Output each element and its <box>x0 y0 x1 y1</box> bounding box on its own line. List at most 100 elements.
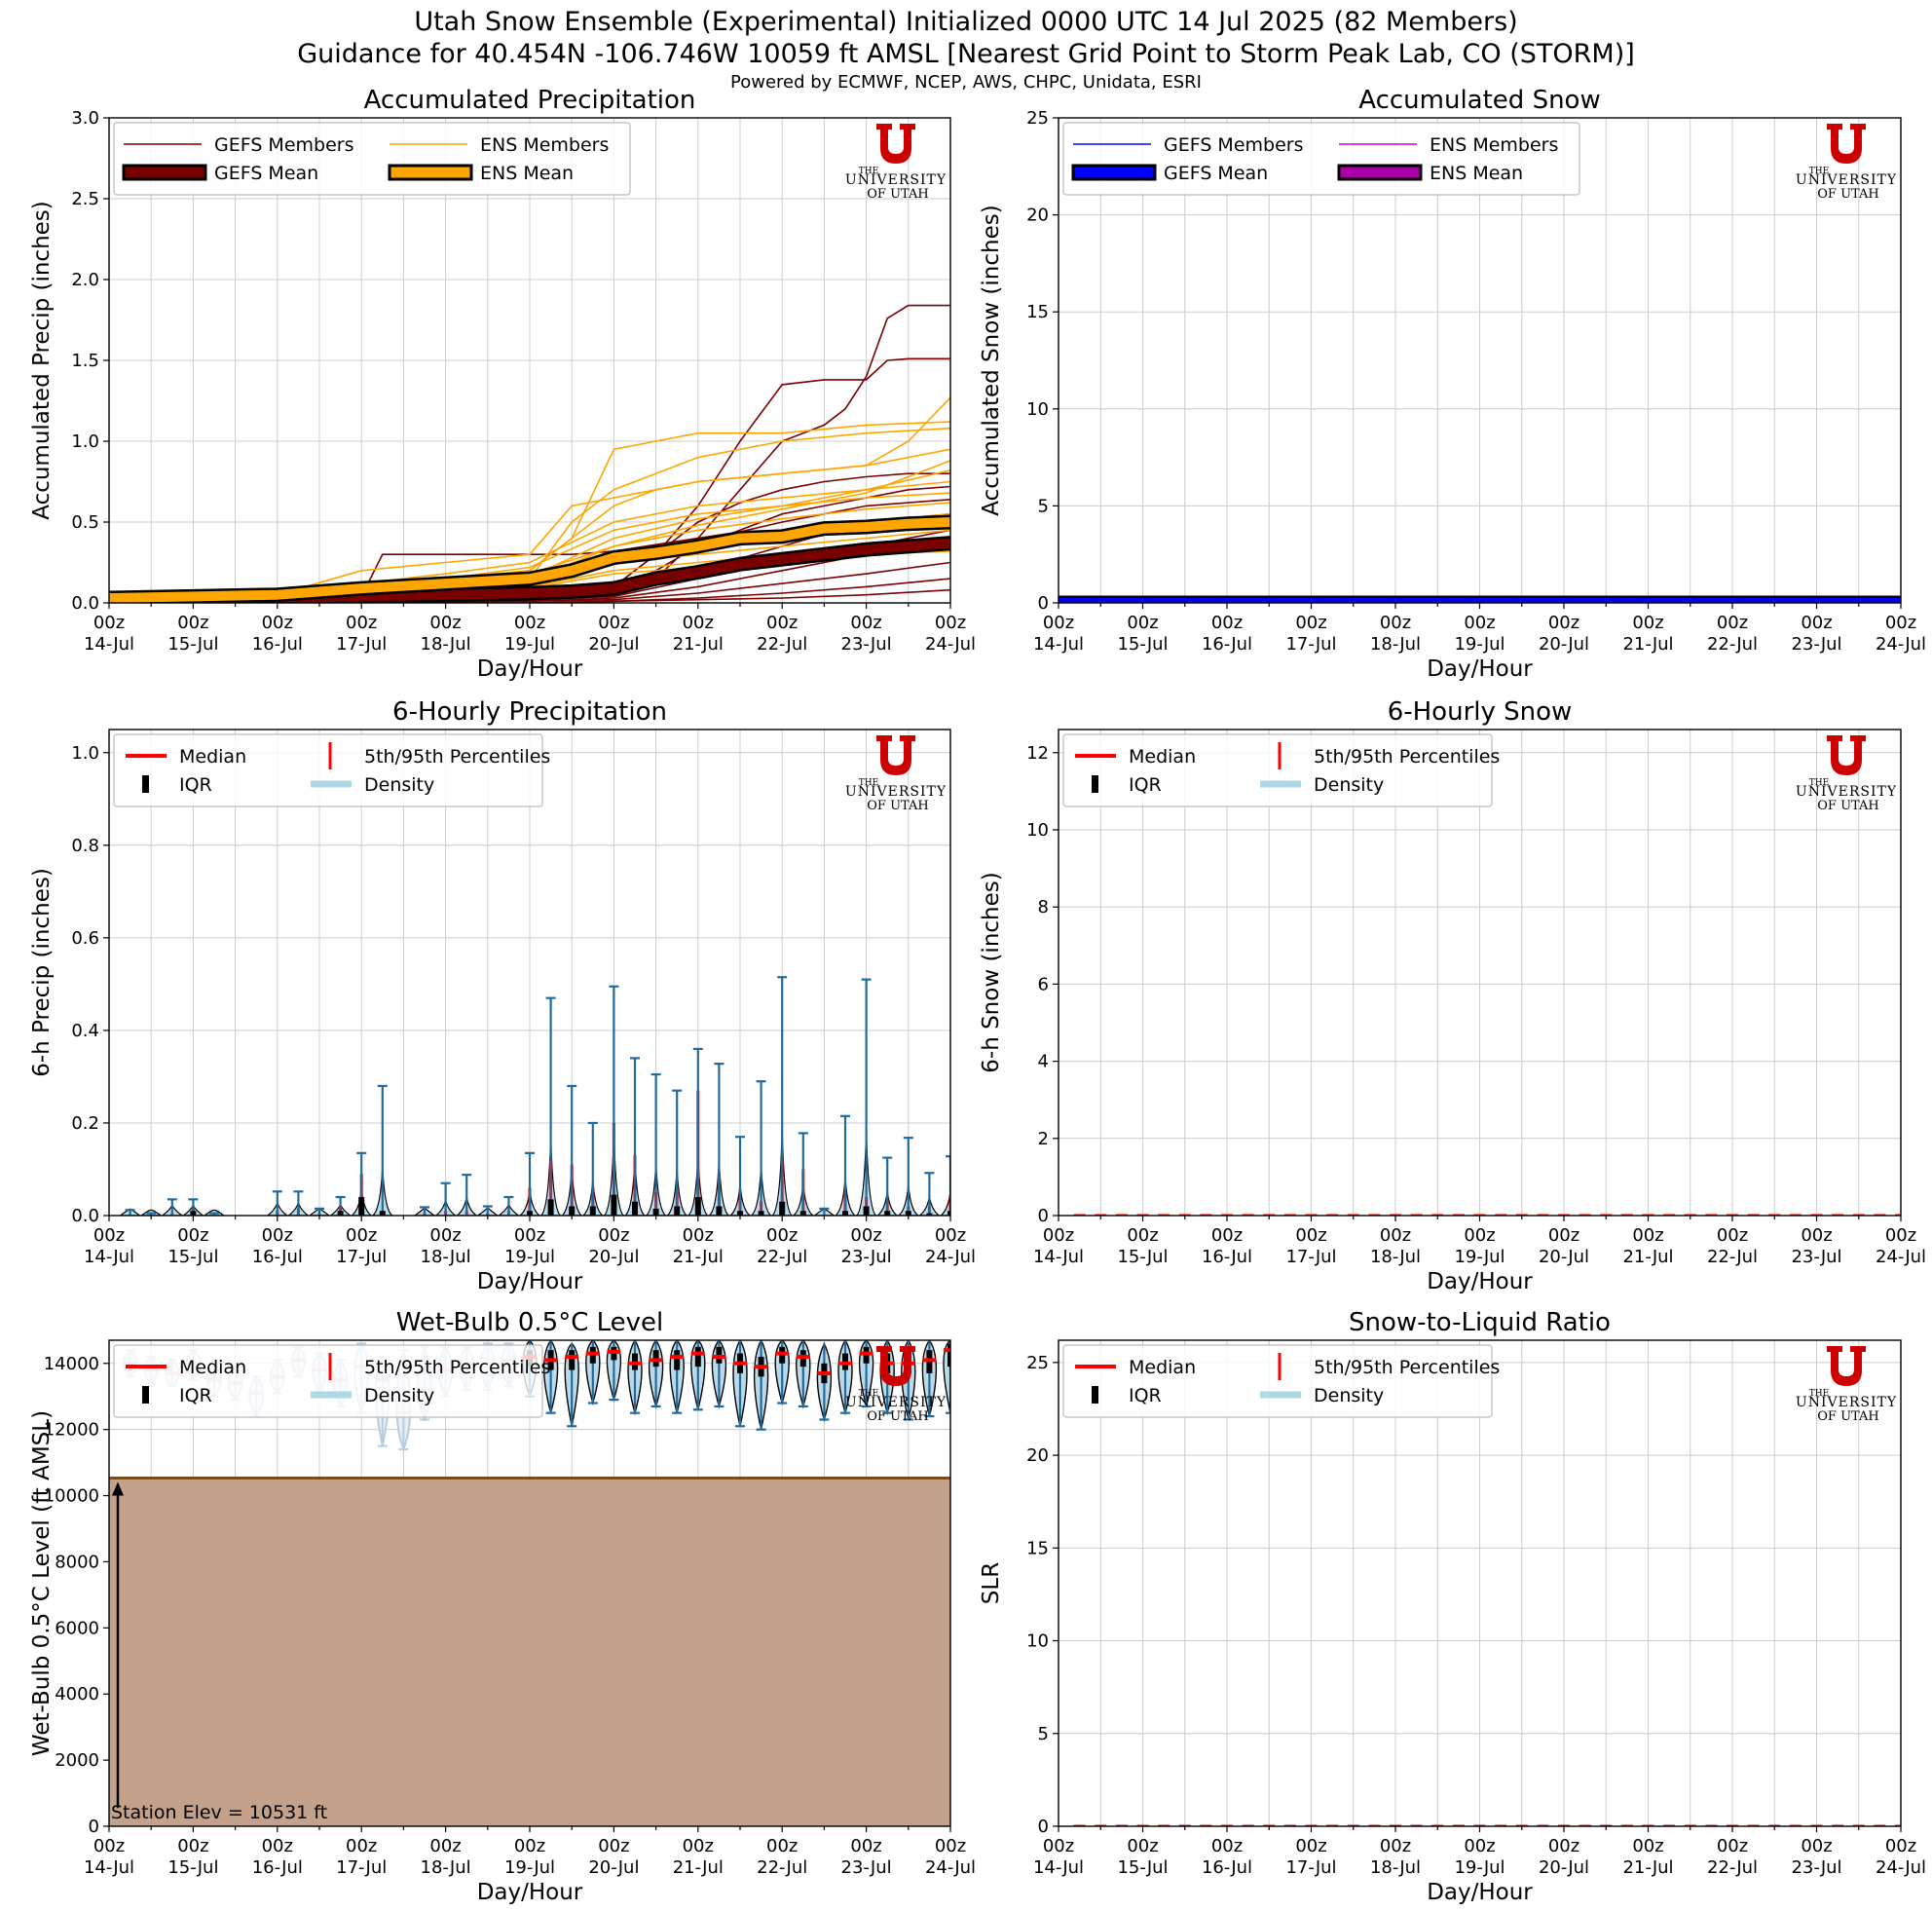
x-tick-label-date: 17-Jul <box>336 1857 387 1878</box>
iqr-box <box>547 1199 554 1216</box>
iqr-box <box>842 1211 848 1216</box>
x-tick-label-hour: 00z <box>1211 1836 1243 1856</box>
x-tick-label-hour: 00z <box>262 1836 293 1856</box>
legend-item: Median <box>1075 746 1196 768</box>
x-axis-label: Day/Hour <box>1427 1880 1533 1905</box>
y-tick-label: 14000 <box>44 1354 99 1374</box>
x-tick-label-hour: 00z <box>1295 1836 1326 1856</box>
violin <box>456 1174 478 1216</box>
panel-precip_6h: 0.00.20.40.60.81.000z14-Jul00z15-Jul00z1… <box>29 697 976 1294</box>
x-tick-label-hour: 00z <box>598 613 629 633</box>
x-tick-label-hour: 00z <box>346 1836 377 1856</box>
x-tick-label-date: 21-Jul <box>1622 1857 1673 1878</box>
y-tick-label: 6000 <box>55 1618 99 1638</box>
logo-the-text: THE <box>859 167 878 176</box>
x-tick-label-date: 23-Jul <box>1791 1857 1841 1878</box>
violin <box>351 1151 373 1216</box>
violin <box>732 1340 748 1428</box>
x-tick-label-hour: 00z <box>1127 1225 1158 1246</box>
violin <box>648 1340 664 1409</box>
y-tick-label: 2.5 <box>71 189 99 209</box>
legend-item: Density <box>311 774 434 796</box>
y-tick-label: 6 <box>1038 974 1049 994</box>
legend-label: IQR <box>179 774 212 796</box>
iqr-box <box>947 1211 950 1216</box>
violin <box>287 1190 310 1216</box>
data-layer <box>109 304 950 603</box>
x-tick-label-hour: 00z <box>177 1225 208 1246</box>
x-tick-label-date: 18-Jul <box>421 1247 471 1267</box>
violin <box>606 1340 622 1403</box>
legend-label: GEFS Mean <box>1164 163 1268 184</box>
iqr-box <box>779 1201 786 1216</box>
x-tick-label-hour: 00z <box>1043 613 1074 633</box>
violin <box>645 1072 667 1216</box>
legend-item: 5th/95th Percentiles <box>1278 1353 1500 1380</box>
legend-swatch-iqr <box>142 775 149 793</box>
university-of-utah-logo-icon <box>1827 1346 1866 1386</box>
x-tick-label-hour: 00z <box>1801 1836 1832 1856</box>
y-tick-label: 1.0 <box>71 431 99 452</box>
x-tick-label-hour: 00z <box>346 1225 377 1246</box>
violin <box>624 1057 646 1216</box>
violin <box>796 1340 811 1409</box>
violin <box>711 1340 727 1409</box>
x-tick-label-date: 19-Jul <box>1454 1857 1505 1878</box>
x-tick-label-hour: 00z <box>935 613 966 633</box>
x-tick-label-date: 21-Jul <box>673 1857 724 1878</box>
violin <box>858 1340 874 1407</box>
x-tick-label-hour: 00z <box>262 1225 293 1246</box>
x-tick-label-hour: 00z <box>1885 613 1916 633</box>
x-tick-label-date: 21-Jul <box>673 634 724 655</box>
panel-accum_precip: 0.00.51.01.52.02.53.000z14-Jul00z15-Jul0… <box>29 86 976 682</box>
figure-title-line2: Guidance for 40.454N -106.746W 10059 ft … <box>297 39 1635 69</box>
iqr-box <box>799 1211 806 1216</box>
x-axis-label: Day/Hour <box>477 1269 583 1294</box>
x-tick-label-hour: 00z <box>262 613 293 633</box>
violin <box>813 1207 836 1216</box>
legend-item: Density <box>1260 1385 1384 1406</box>
x-tick-label-date: 22-Jul <box>757 1857 807 1878</box>
violin <box>371 1084 393 1216</box>
logo-the-text: THE <box>859 778 878 788</box>
x-tick-label-date: 19-Jul <box>504 1247 555 1267</box>
iqr-box <box>527 1211 533 1216</box>
x-tick-label-hour: 00z <box>1211 613 1243 633</box>
x-tick-label-hour: 00z <box>683 1836 714 1856</box>
legend-item: GEFS Members <box>1073 134 1303 156</box>
violin <box>161 1198 183 1216</box>
grid <box>1058 1340 1902 1827</box>
x-tick-label-hour: 00z <box>1295 1225 1326 1246</box>
x-tick-label-hour: 00z <box>1885 1836 1916 1856</box>
iqr-box <box>737 1211 743 1216</box>
violin <box>835 1114 856 1216</box>
x-tick-label-hour: 00z <box>177 613 208 633</box>
x-tick-label-hour: 00z <box>1885 1225 1916 1246</box>
x-tick-label-hour: 00z <box>850 1225 881 1246</box>
y-tick-label: 1.5 <box>71 351 99 371</box>
violin <box>943 1340 950 1414</box>
y-axis-label: Accumulated Snow (inches) <box>979 205 1004 515</box>
x-tick-label-date: 14-Jul <box>1033 1247 1084 1267</box>
iqr-box <box>337 1211 344 1216</box>
x-tick-label-hour: 00z <box>514 1836 545 1856</box>
y-tick-label: 0 <box>1038 593 1049 614</box>
x-tick-label-date: 24-Jul <box>925 1857 976 1878</box>
y-tick-label: 10 <box>1026 399 1049 420</box>
x-tick-label-date: 20-Jul <box>1539 1247 1589 1267</box>
x-tick-label-date: 17-Jul <box>1285 634 1336 655</box>
x-tick-label-hour: 00z <box>346 613 377 633</box>
x-tick-label-date: 19-Jul <box>1454 634 1505 655</box>
panel-wetbulb: Station Elev = 10531 ft 0 2000 4000 6000 8000… <box>29 1308 976 1905</box>
y-tick-label: 2.0 <box>71 270 99 290</box>
legend-item: Median <box>126 746 246 768</box>
legend-item: ENS Members <box>1339 134 1558 156</box>
x-tick-label-date: 16-Jul <box>252 1247 303 1267</box>
x-tick-label-hour: 00z <box>93 613 125 633</box>
legend-item: ENS Mean <box>1337 163 1523 184</box>
member-line <box>109 588 950 603</box>
logo-of-utah-text: OF UTAH <box>1817 1409 1878 1424</box>
y-tick-label: 5 <box>1038 496 1049 516</box>
x-tick-label-hour: 00z <box>1211 1225 1243 1246</box>
